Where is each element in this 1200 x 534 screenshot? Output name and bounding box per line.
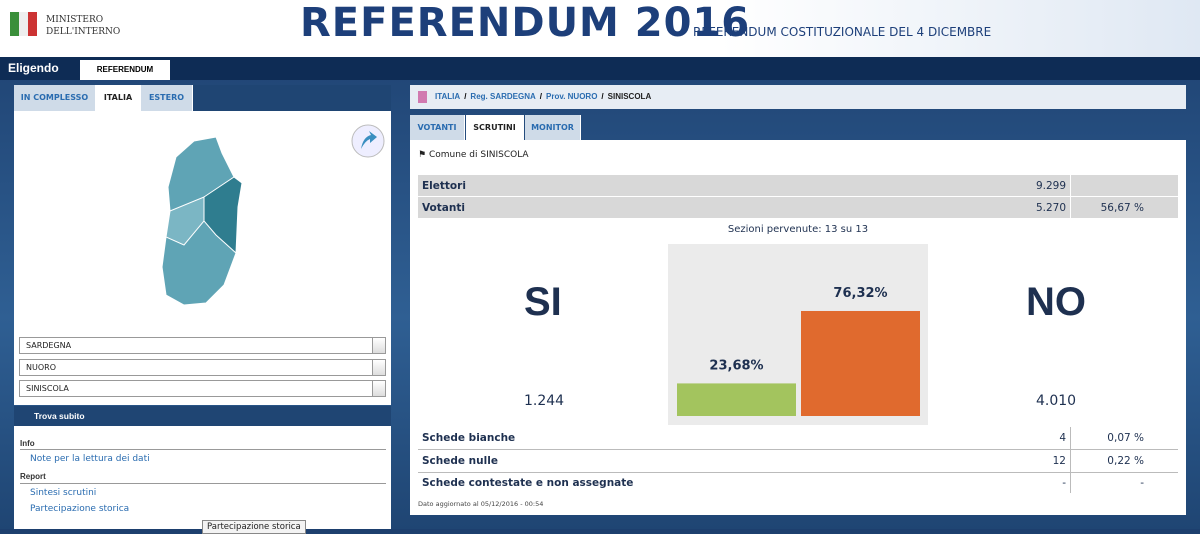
subtitle: REFERENDUM COSTITUZIONALE DEL 4 DICEMBRE bbox=[693, 25, 992, 39]
no-votes: 4.010 bbox=[1036, 393, 1077, 409]
brand[interactable]: Eligendo bbox=[8, 61, 59, 75]
ministry: DELL'INTERNO bbox=[46, 27, 121, 37]
row-percent: - bbox=[1140, 477, 1144, 489]
map bbox=[161, 136, 243, 306]
link[interactable]: Note per la lettura dei dati bbox=[30, 454, 150, 464]
title: REFERENDUM 2016 bbox=[300, 0, 751, 46]
select[interactable]: SINISCOLA bbox=[19, 380, 386, 397]
bar bbox=[801, 310, 920, 416]
crumb[interactable]: Prov. NUORO bbox=[546, 92, 598, 101]
bar-label: 76,32% bbox=[833, 286, 887, 301]
link[interactable]: Sintesi scrutini bbox=[30, 488, 97, 498]
divider bbox=[1070, 427, 1071, 493]
tab-bar: IN COMPLESSO ITALIA ESTERO bbox=[14, 85, 391, 111]
divider bbox=[418, 449, 1178, 450]
row-label: Schede nulle bbox=[422, 454, 498, 467]
nav-tab[interactable]: REFERENDUM bbox=[80, 60, 170, 80]
links-panel: Trova subito Info Note per la lettura de… bbox=[14, 406, 391, 534]
row-value: 9.299 bbox=[1035, 180, 1066, 192]
result-tabs: VOTANTI SCRUTINI MONITOR bbox=[410, 115, 1186, 140]
row-value: 5.270 bbox=[1035, 202, 1066, 214]
crumb[interactable]: ITALIA bbox=[435, 92, 461, 101]
updated: Dato aggiornato al 05/12/2016 - 00:54 bbox=[418, 500, 544, 508]
map-panel: IN COMPLESSO ITALIA ESTERO SARDEGNA NUOR… bbox=[14, 85, 391, 405]
link[interactable]: Partecipazione storica bbox=[30, 504, 130, 514]
bar-label: 23,68% bbox=[709, 358, 763, 373]
select[interactable]: SARDEGNA bbox=[19, 337, 386, 354]
row-percent: 0,07 % bbox=[1107, 432, 1144, 444]
row-percent: 56,67 % bbox=[1100, 202, 1144, 214]
emblem bbox=[10, 12, 37, 36]
si-votes: 1.244 bbox=[524, 393, 565, 409]
row-value: 4 bbox=[1059, 432, 1066, 444]
separator: / bbox=[539, 92, 542, 101]
comune: ⚑ Comune di SINISCOLA bbox=[418, 150, 529, 160]
divider bbox=[20, 449, 386, 450]
nav-bar: Eligendo REFERENDUM bbox=[0, 57, 1200, 80]
separator: / bbox=[464, 92, 467, 101]
crumb[interactable]: Reg. SARDEGNA bbox=[470, 92, 536, 101]
separator: / bbox=[601, 92, 604, 101]
divider bbox=[20, 483, 386, 484]
ballots-table: Schede bianche 4 0,07 % Schede nulle 12 0,22 … bbox=[418, 427, 1178, 497]
row-value: - bbox=[1062, 477, 1066, 489]
icon bbox=[418, 91, 427, 103]
breadcrumb: ITALIA / Reg. SARDEGNA / Prov. NUORO / SINI… bbox=[410, 85, 1186, 109]
result-panel: ⚑ Comune di SINISCOLA Elettori 9.299 Vot… bbox=[410, 140, 1186, 515]
back-button[interactable] bbox=[349, 123, 389, 159]
row-label: Elettori bbox=[422, 180, 466, 192]
tooltip: Partecipazione storica bbox=[202, 520, 306, 534]
section-heading: Report bbox=[20, 472, 46, 481]
search-bar[interactable]: Trova subito bbox=[14, 406, 391, 426]
bar-chart: 23,68% 76,32% bbox=[668, 244, 928, 425]
tab[interactable]: ESTERO bbox=[141, 85, 193, 111]
header: MINISTERO DELL'INTERNO REFERENDUM 2016 R… bbox=[0, 0, 1200, 57]
sezioni: Sezioni pervenute: 13 su 13 bbox=[727, 224, 869, 235]
row-label: Schede contestate e non assegnate bbox=[422, 477, 634, 489]
select[interactable]: NUORO bbox=[19, 359, 386, 376]
si-label: SI bbox=[524, 280, 562, 324]
voters-table: Elettori 9.299 Votanti 5.270 56,67 % bbox=[418, 175, 1178, 218]
row-label: Votanti bbox=[422, 202, 465, 214]
tab[interactable]: VOTANTI bbox=[410, 115, 465, 140]
tab[interactable]: SCRUTINI bbox=[466, 115, 524, 140]
no-label: NO bbox=[1026, 280, 1086, 324]
row-label: Schede bianche bbox=[422, 432, 516, 444]
tab[interactable]: IN COMPLESSO bbox=[14, 85, 96, 111]
row-value: 12 bbox=[1052, 454, 1066, 467]
section-heading: Info bbox=[20, 439, 35, 448]
divider bbox=[418, 471, 1178, 473]
ministry: MINISTERO bbox=[46, 15, 104, 25]
comune-name: Comune di SINISCOLA bbox=[428, 150, 529, 160]
tab[interactable]: MONITOR bbox=[525, 115, 581, 140]
row-percent: 0,22 % bbox=[1107, 454, 1144, 467]
crumb: SINISCOLA bbox=[607, 92, 652, 101]
bar bbox=[677, 383, 796, 416]
tab[interactable]: ITALIA bbox=[96, 85, 141, 111]
